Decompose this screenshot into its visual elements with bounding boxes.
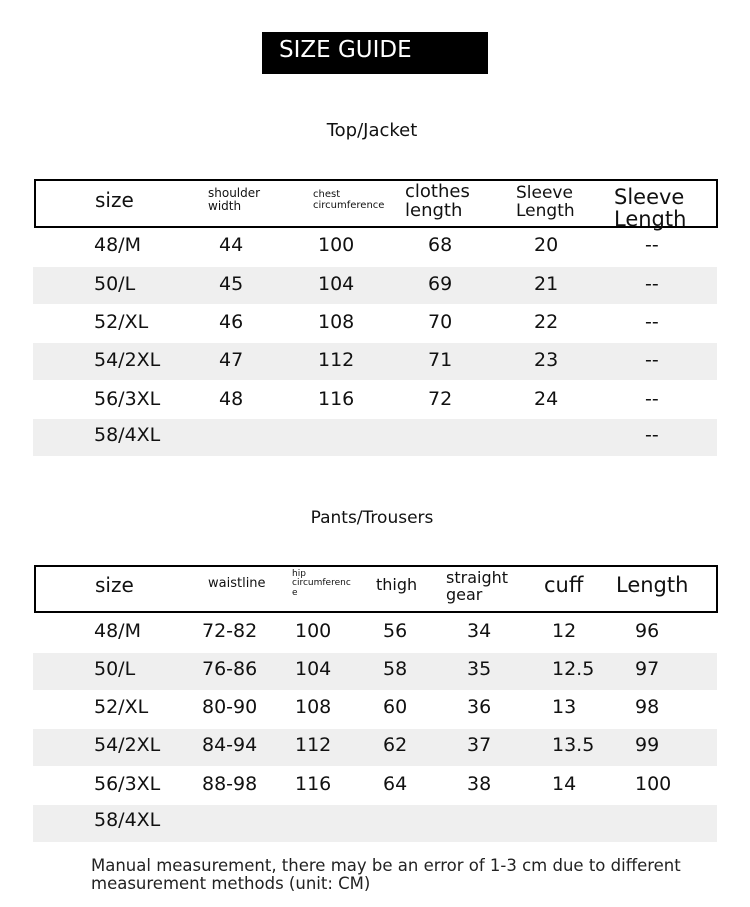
table-cell: 70 [428, 311, 453, 333]
table-cell: 60 [383, 696, 408, 718]
table-cell: 80-90 [202, 696, 258, 718]
row-shading [33, 729, 717, 766]
table-cell: 12.5 [552, 658, 595, 680]
table-cell: 24 [534, 388, 559, 410]
table-cell: 13 [552, 696, 577, 718]
table-cell: 71 [428, 349, 453, 371]
table-cell: 38 [467, 773, 492, 795]
table-cell: 35 [467, 658, 492, 680]
table-cell: 56 [383, 620, 408, 642]
column-header: chest circumference [313, 189, 385, 211]
table-cell: 68 [428, 234, 453, 256]
table-cell: 100 [635, 773, 672, 795]
table-cell: 108 [318, 311, 355, 333]
table-cell: -- [645, 234, 659, 256]
row-shading [33, 805, 717, 842]
table-cell: 69 [428, 273, 453, 295]
column-header: shoulder width [208, 186, 261, 213]
size-cell: 52/XL [94, 696, 149, 718]
table-cell: 12 [552, 620, 577, 642]
size-cell: 48/M [94, 620, 141, 642]
size-cell: 54/2XL [94, 349, 161, 371]
top-table-heading: Top/Jacket [326, 120, 418, 141]
size-cell: 56/3XL [94, 773, 161, 795]
table-cell: 112 [295, 734, 332, 756]
table-cell: 37 [467, 734, 492, 756]
size-cell: 50/L [94, 658, 136, 680]
column-header: Length [616, 573, 689, 597]
column-header: Sleeve Length [614, 185, 687, 232]
table-cell: -- [645, 349, 659, 371]
table-cell: 116 [318, 388, 355, 410]
row-shading [33, 419, 717, 456]
page-title: SIZE GUIDE [279, 37, 412, 63]
column-header: size [95, 188, 134, 212]
table-cell: 104 [318, 273, 355, 295]
column-header: hip circumferenc e [292, 569, 351, 598]
column-header: waistline [208, 576, 266, 591]
row-shading [33, 653, 717, 690]
column-header: Sleeve Length [516, 183, 575, 221]
row-shading [33, 267, 717, 304]
table-cell: -- [645, 273, 659, 295]
row-shading [33, 343, 717, 380]
size-cell: 56/3XL [94, 388, 161, 410]
table-cell: 88-98 [202, 773, 258, 795]
top-table-header [34, 179, 718, 228]
size-cell: 48/M [94, 234, 141, 256]
size-cell: 52/XL [94, 311, 149, 333]
table-cell: 34 [467, 620, 492, 642]
table-cell: 64 [383, 773, 408, 795]
table-cell: 23 [534, 349, 559, 371]
table-cell: 45 [219, 273, 244, 295]
pants-table-heading: Pants/Trousers [310, 508, 434, 528]
size-cell: 58/4XL [94, 809, 161, 831]
size-cell: 54/2XL [94, 734, 161, 756]
table-cell: 98 [635, 696, 660, 718]
table-cell: 76-86 [202, 658, 258, 680]
table-cell: 58 [383, 658, 408, 680]
table-cell: -- [645, 424, 659, 446]
table-cell: 22 [534, 311, 559, 333]
table-cell: 104 [295, 658, 332, 680]
table-cell: 112 [318, 349, 355, 371]
size-cell: 58/4XL [94, 424, 161, 446]
column-header: clothes length [405, 181, 470, 221]
table-cell: 36 [467, 696, 492, 718]
column-header: straight gear [446, 568, 509, 604]
size-cell: 50/L [94, 273, 136, 295]
pants-table-header [34, 565, 718, 613]
table-cell: 47 [219, 349, 244, 371]
table-cell: 108 [295, 696, 332, 718]
table-cell: 20 [534, 234, 559, 256]
title-banner: SIZE GUIDE [262, 32, 488, 74]
table-cell: 84-94 [202, 734, 258, 756]
table-cell: 62 [383, 734, 408, 756]
table-cell: 99 [635, 734, 660, 756]
table-cell: 21 [534, 273, 559, 295]
table-cell: 72 [428, 388, 453, 410]
table-cell: 100 [318, 234, 355, 256]
table-cell: -- [645, 388, 659, 410]
column-header: thigh [376, 575, 418, 594]
table-cell: 46 [219, 311, 244, 333]
table-cell: 44 [219, 234, 244, 256]
table-cell: 48 [219, 388, 244, 410]
table-cell: 100 [295, 620, 332, 642]
measurement-note: Manual measurement, there may be an erro… [91, 856, 681, 893]
table-cell: 72-82 [202, 620, 258, 642]
table-cell: -- [645, 311, 659, 333]
table-cell: 116 [295, 773, 332, 795]
column-header: cuff [544, 573, 584, 597]
table-cell: 13.5 [552, 734, 595, 756]
table-cell: 14 [552, 773, 577, 795]
column-header: size [95, 573, 134, 597]
table-cell: 97 [635, 658, 660, 680]
table-cell: 96 [635, 620, 660, 642]
